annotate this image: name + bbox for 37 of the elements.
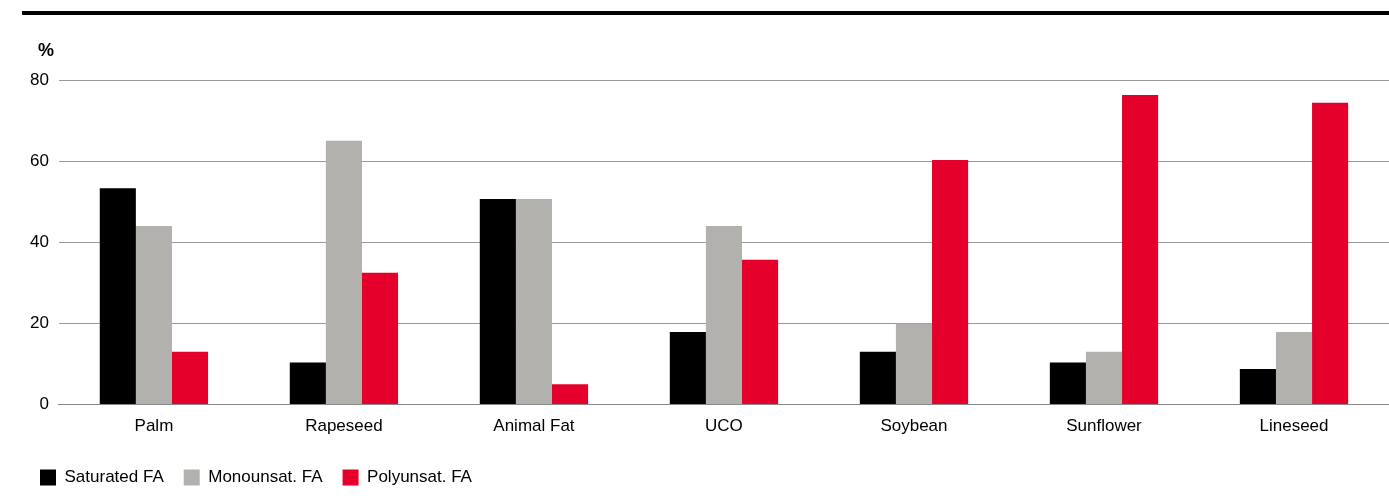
x-tick-label: Rapeseed <box>305 416 383 436</box>
bar <box>171 351 209 405</box>
bar <box>1085 351 1123 405</box>
bar <box>669 331 706 405</box>
bar <box>1122 95 1159 405</box>
legend-label: Polyunsat. FA <box>367 467 473 487</box>
bar <box>325 140 362 405</box>
y-tick-label: 0 <box>39 394 49 414</box>
bar <box>99 188 136 405</box>
y-axis-title: % <box>38 40 55 61</box>
y-tick-label: 40 <box>29 231 49 251</box>
bar <box>1049 362 1086 405</box>
bar <box>135 226 172 405</box>
bar <box>479 198 516 405</box>
bar <box>515 198 552 405</box>
y-tick-label: 60 <box>29 150 49 170</box>
bar <box>361 272 399 405</box>
legend-label: Monounsat. FA <box>208 467 324 487</box>
bar <box>1275 331 1313 405</box>
y-tick-label: 20 <box>29 313 49 333</box>
x-tick-label: Palm <box>134 416 174 436</box>
bar <box>1239 368 1276 405</box>
x-tick-label: Soybean <box>880 416 948 436</box>
bar <box>289 362 326 405</box>
bar <box>551 384 589 405</box>
x-tick-label: Animal Fat <box>493 416 575 436</box>
bar <box>859 351 896 405</box>
bar <box>705 226 743 405</box>
x-tick-label: Lineseed <box>1259 416 1329 436</box>
bar <box>895 323 933 405</box>
y-tick-label: 80 <box>29 69 49 89</box>
x-tick-label: Sunflower <box>1066 416 1143 436</box>
bar <box>742 259 779 405</box>
bar <box>1312 102 1349 405</box>
bar <box>932 159 969 405</box>
legend-label: Saturated FA <box>64 467 165 487</box>
x-tick-label: UCO <box>705 416 743 436</box>
